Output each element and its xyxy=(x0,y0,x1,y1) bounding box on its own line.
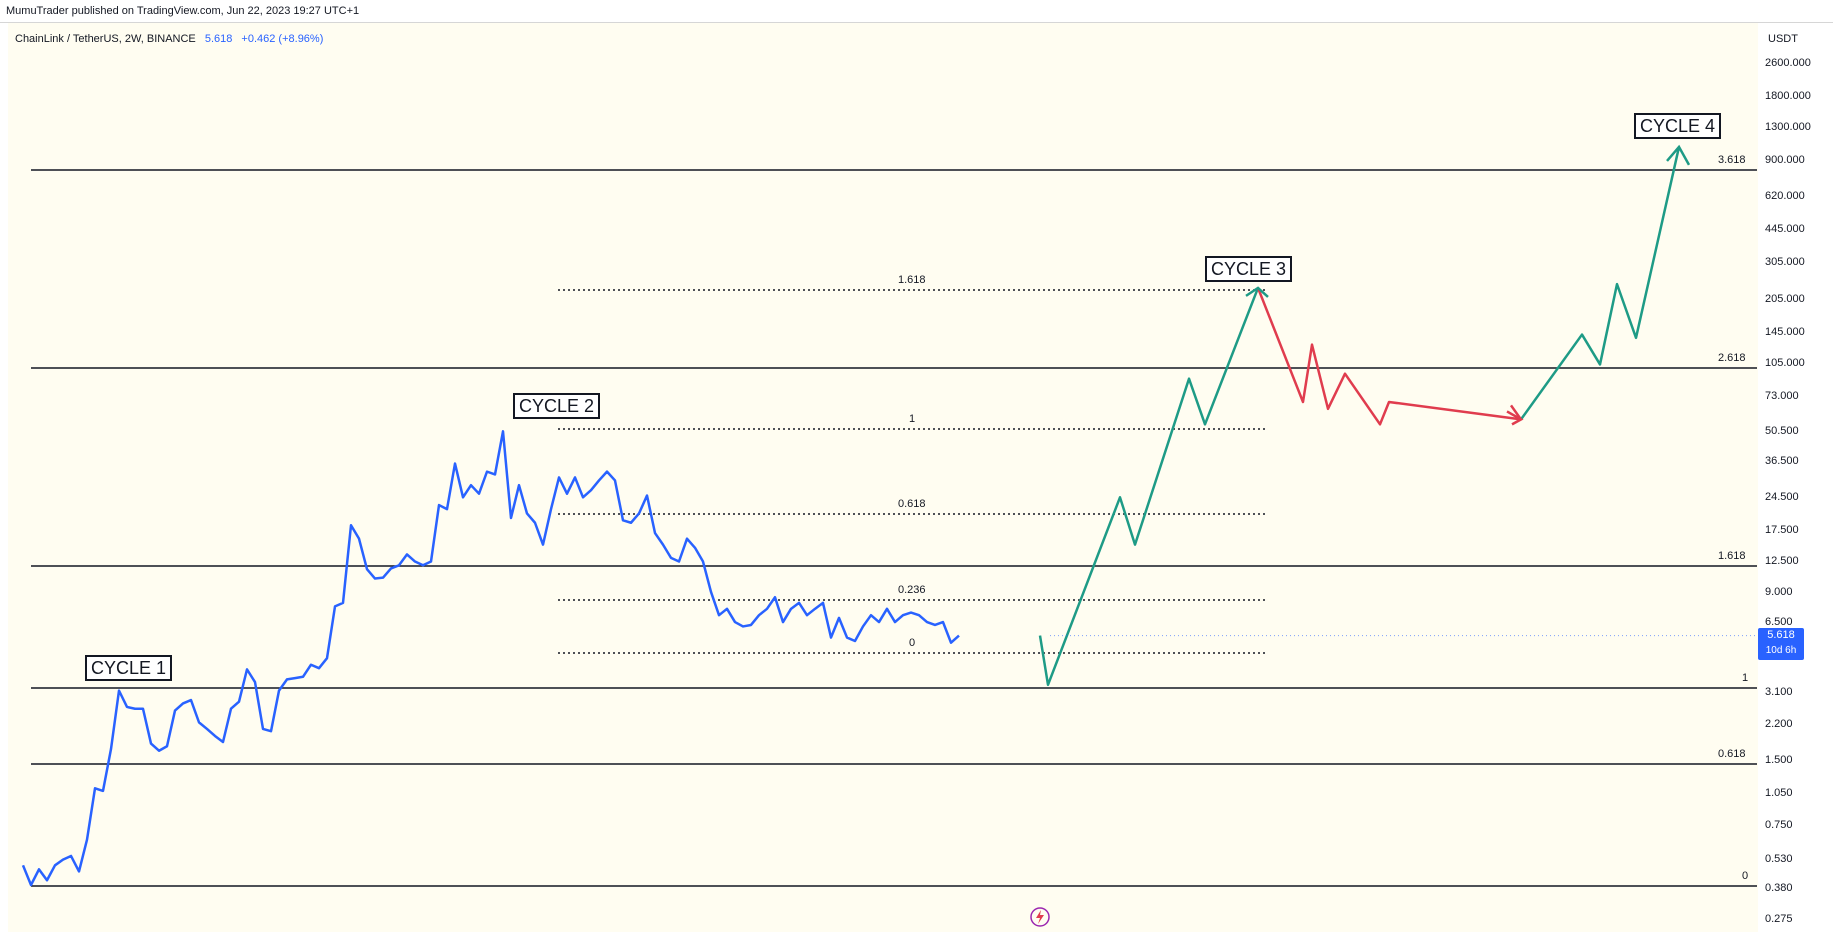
fib-long-label-0618: 0.618 xyxy=(1718,748,1746,760)
axis-tick-label: 445.000 xyxy=(1765,223,1805,235)
axis-tick-label: 0.275 xyxy=(1765,913,1793,925)
axis-tick-label: 17.500 xyxy=(1765,524,1799,536)
fib-short-label-1: 1 xyxy=(909,413,916,425)
axis-tick-label: 1300.000 xyxy=(1765,121,1811,133)
fib-short-label-0618: 0.618 xyxy=(898,498,926,510)
fib-long-label-2618: 2.618 xyxy=(1718,352,1746,364)
axis-tick-label: 620.000 xyxy=(1765,190,1805,202)
cycle-3-label: CYCLE 3 xyxy=(1205,256,1293,282)
axis-tick-label: 900.000 xyxy=(1765,154,1805,166)
axis-tick-label: 2600.000 xyxy=(1765,57,1811,69)
axis-tick-label: 205.000 xyxy=(1765,293,1805,305)
last-price-tag: 5.618 10d 6h xyxy=(1758,628,1804,660)
axis-tick-label: 105.000 xyxy=(1765,357,1805,369)
bar-countdown: 10d 6h xyxy=(1765,645,1797,656)
legend-price: 5.618 xyxy=(204,33,233,45)
axis-tick-label: 305.000 xyxy=(1765,256,1805,268)
axis-tick-label: 1.500 xyxy=(1765,754,1793,766)
axis-tick-label: 2.200 xyxy=(1765,718,1793,730)
projection-up-segment-2 xyxy=(1519,146,1681,421)
fib-short-label-0236: 0.236 xyxy=(898,584,926,596)
axis-tick-label: 0.750 xyxy=(1765,819,1793,831)
axis-tick-label: 9.000 xyxy=(1765,586,1793,598)
fib-long-label-3618: 3.618 xyxy=(1718,154,1746,166)
price-axis[interactable] xyxy=(1758,23,1833,932)
axis-currency: USDT xyxy=(1768,33,1798,45)
axis-tick-label: 12.500 xyxy=(1765,555,1799,567)
axis-tick-label: 145.000 xyxy=(1765,326,1805,338)
tradingview-logo-icon xyxy=(1029,906,1051,928)
axis-tick-label: 24.500 xyxy=(1765,491,1799,503)
cycle-4-label: CYCLE 4 xyxy=(1634,113,1722,139)
projection-down-segment xyxy=(1256,287,1522,426)
price-series-line xyxy=(21,430,960,887)
symbol-title: ChainLink / TetherUS, 2W, BINANCE xyxy=(15,33,196,45)
axis-tick-label: 36.500 xyxy=(1765,455,1799,467)
axis-tick-label: 73.000 xyxy=(1765,390,1799,402)
fib-long-label-0: 0 xyxy=(1742,870,1749,882)
last-price-value: 5.618 xyxy=(1767,629,1795,641)
fib-short-label-1618: 1.618 xyxy=(898,274,926,286)
axis-tick-label: 6.500 xyxy=(1765,616,1793,628)
projection-up-segment-1 xyxy=(1038,287,1260,687)
fib-short-label-0: 0 xyxy=(909,637,916,649)
axis-tick-label: 0.530 xyxy=(1765,853,1793,865)
publish-text: MumuTrader published on TradingView.com,… xyxy=(6,5,360,17)
legend-change: +0.462 (+8.96%) xyxy=(241,33,324,45)
projection-cycle3-arrowhead xyxy=(1245,286,1269,298)
cycle-2-label: CYCLE 2 xyxy=(513,393,601,419)
projection-down-arrowhead xyxy=(1506,404,1524,426)
fib-long-label-1618: 1.618 xyxy=(1718,550,1746,562)
axis-tick-label: 1800.000 xyxy=(1765,90,1811,102)
publish-bar: MumuTrader published on TradingView.com,… xyxy=(0,0,1833,23)
axis-tick-label: 3.100 xyxy=(1765,686,1793,698)
axis-tick-label: 50.500 xyxy=(1765,425,1799,437)
axis-tick-label: 1.050 xyxy=(1765,787,1793,799)
plot-area[interactable] xyxy=(8,23,1758,932)
axis-tick-label: 0.380 xyxy=(1765,882,1793,894)
projection-cycle4-arrowhead xyxy=(1666,144,1691,166)
fib-long-label-1: 1 xyxy=(1742,672,1749,684)
cycle-1-label: CYCLE 1 xyxy=(85,655,173,681)
symbol-legend: ChainLink / TetherUS, 2W, BINANCE 5.618 … xyxy=(15,33,323,45)
